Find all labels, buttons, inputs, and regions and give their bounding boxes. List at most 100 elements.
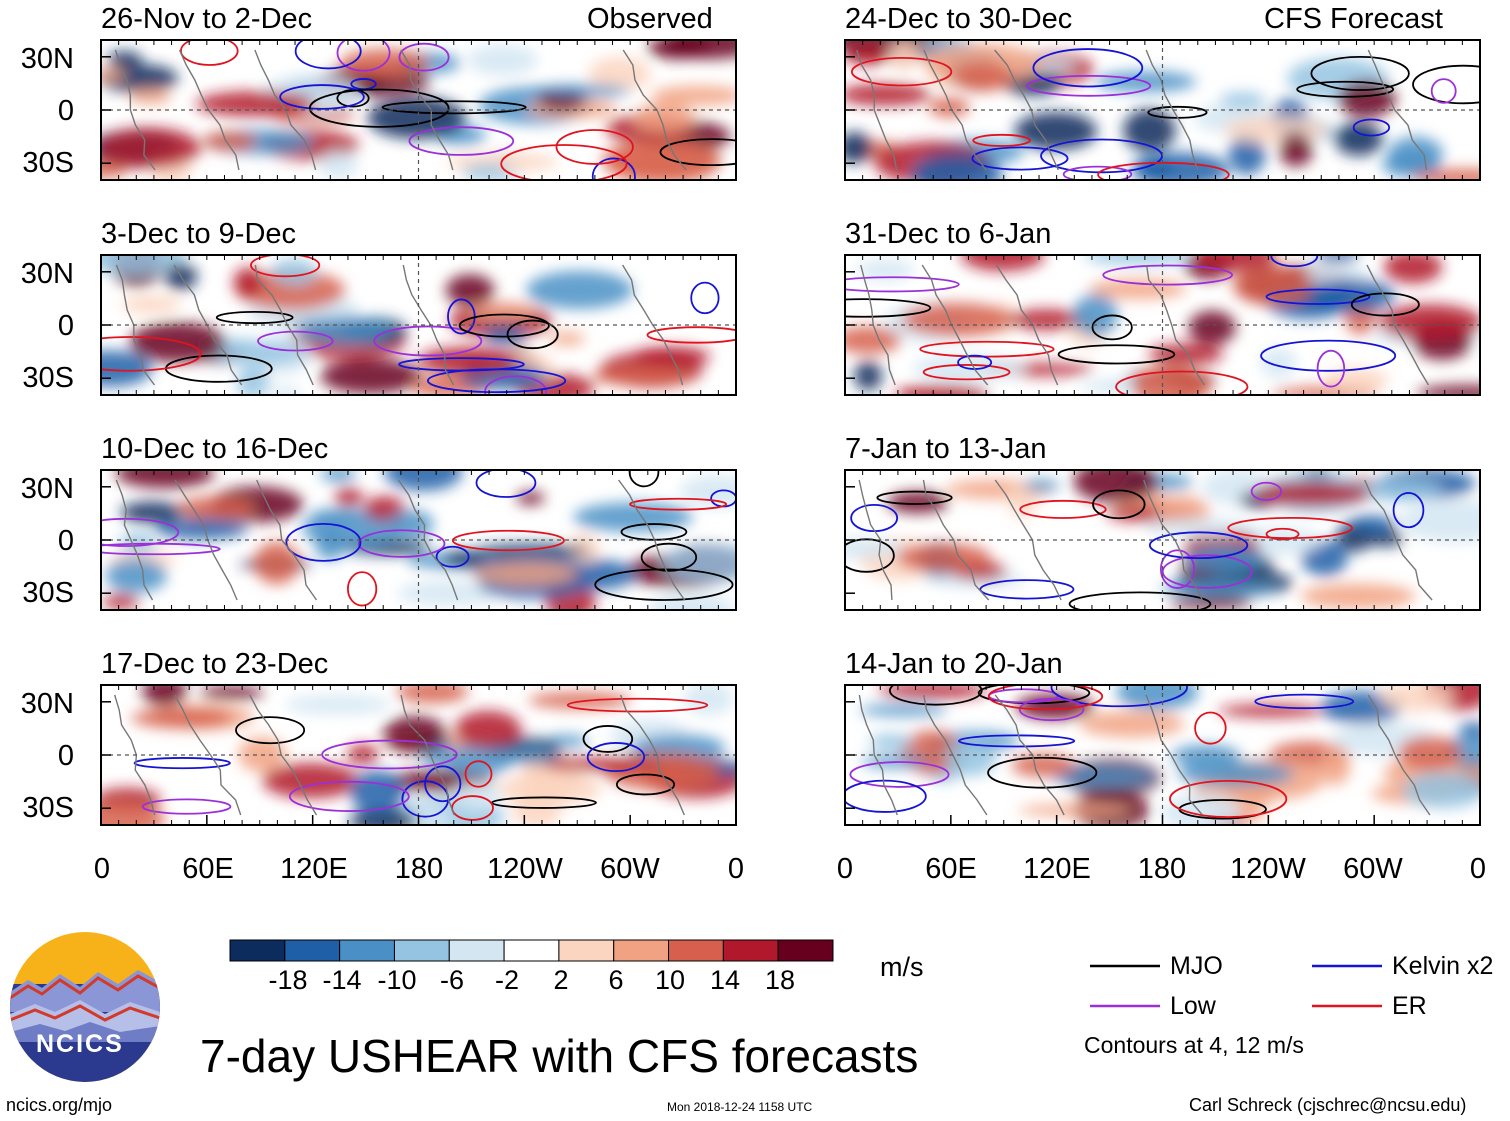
wave-contour <box>1091 314 1133 341</box>
coastline <box>256 479 318 601</box>
shear-anomaly <box>1399 499 1480 543</box>
shear-anomaly <box>901 302 1014 337</box>
shear-anomaly <box>928 97 970 118</box>
shear-anomaly <box>649 592 735 610</box>
wave-contour <box>1068 591 1212 610</box>
wave-contour <box>566 697 709 713</box>
y-label-30n: 30N <box>20 473 74 505</box>
shear-anomaly <box>363 496 406 522</box>
wave-contour <box>640 542 698 572</box>
shear-anomaly <box>1079 710 1185 738</box>
y-label-30s: 30S <box>22 362 74 394</box>
wave-contour <box>1026 74 1152 97</box>
wave-contour <box>336 40 391 72</box>
colorbar <box>229 939 834 962</box>
wave-contour <box>250 255 321 278</box>
shear-field <box>845 255 1480 395</box>
wave-contour <box>235 716 306 745</box>
x-label-120e: 120E <box>1023 853 1091 885</box>
shear-anomaly <box>910 154 1003 180</box>
wave-contour <box>279 84 365 110</box>
cfs-forecast-label: CFS Forecast <box>1264 3 1443 35</box>
wave-contour <box>141 798 232 815</box>
wave-contour <box>1296 80 1395 98</box>
wave-contour <box>426 368 567 394</box>
x-label-0: 0 <box>93 853 111 885</box>
map-panel <box>100 39 737 181</box>
shear-anomaly <box>896 543 992 573</box>
footer-credit: Carl Schreck (cjschrec@ncsu.edu) <box>1189 1095 1467 1115</box>
shear-anomaly <box>588 56 651 92</box>
wave-contour <box>398 42 450 72</box>
wave-contour <box>1270 255 1319 268</box>
shear-anomaly <box>417 346 519 375</box>
shear-anomaly <box>516 491 545 505</box>
shear-anomaly <box>347 744 379 765</box>
shear-anomaly <box>1383 255 1443 284</box>
shear-anomaly <box>1348 515 1396 534</box>
shear-field <box>101 470 736 610</box>
shear-anomaly <box>1084 255 1194 265</box>
wave-contour <box>1430 78 1457 104</box>
contour-note: Contours at 4, 12 m/s <box>1084 1032 1304 1058</box>
colorbar-label: -2 <box>494 965 519 995</box>
shear-anomaly <box>888 41 920 72</box>
shear-anomaly <box>396 685 469 704</box>
observed-label: Observed <box>587 3 713 35</box>
map-panel <box>844 39 1481 181</box>
shear-anomaly <box>270 259 317 286</box>
wave-contour <box>1350 292 1420 317</box>
shear-anomaly <box>1402 771 1480 809</box>
shear-anomaly <box>443 744 514 775</box>
contour-lines <box>180 40 736 180</box>
shear-anomaly <box>445 274 495 307</box>
x-label-120e: 120E <box>280 853 348 885</box>
shear-anomaly <box>854 361 883 391</box>
shear-anomaly <box>1260 347 1297 379</box>
shear-anomaly <box>845 83 931 106</box>
shear-anomaly <box>120 501 183 524</box>
wave-contour <box>1102 264 1234 286</box>
shear-anomaly <box>319 151 358 180</box>
shear-anomaly <box>1315 255 1360 263</box>
wave-contour <box>555 129 634 165</box>
footer-url[interactable]: ncics.org/mjo <box>6 1095 113 1115</box>
shear-anomaly <box>1219 92 1266 108</box>
contour-lines <box>850 48 1480 180</box>
wave-contour <box>458 313 550 338</box>
shear-anomaly <box>887 491 949 514</box>
shear-field <box>845 40 1480 180</box>
contour-lines <box>845 481 1425 610</box>
shear-anomaly <box>1073 294 1118 337</box>
wave-contour <box>888 685 983 706</box>
wave-contour <box>646 326 736 344</box>
wave-contour <box>373 325 483 357</box>
shear-anomaly <box>202 131 258 151</box>
coastline <box>619 694 685 816</box>
coastline <box>858 694 898 816</box>
colorbar-swatch <box>503 939 560 962</box>
map-panel <box>100 254 737 396</box>
x-label-60w: 60W <box>600 853 660 885</box>
shear-anomaly <box>384 470 463 491</box>
panel-title-8: 14-Jan to 20-Jan <box>845 648 1063 680</box>
wave-contour <box>1265 527 1300 541</box>
shear-anomaly <box>176 496 255 522</box>
map-panel <box>844 254 1481 396</box>
colorbar-label: 2 <box>553 965 569 995</box>
wave-contour <box>1032 48 1144 88</box>
wave-contour <box>919 340 1055 358</box>
wave-contour <box>615 773 676 796</box>
wave-contour <box>101 336 202 372</box>
shear-anomaly <box>960 255 1045 272</box>
wave-contour <box>308 88 450 128</box>
wave-contour <box>971 146 1069 171</box>
shear-anomaly <box>1162 793 1242 825</box>
shear-anomaly <box>284 695 392 715</box>
shear-anomaly <box>1144 518 1257 538</box>
shear-anomaly <box>683 685 734 716</box>
wave-contour <box>1018 697 1085 722</box>
shear-anomaly <box>548 331 586 346</box>
wave-contour <box>101 542 221 556</box>
wave-contour <box>133 757 231 770</box>
